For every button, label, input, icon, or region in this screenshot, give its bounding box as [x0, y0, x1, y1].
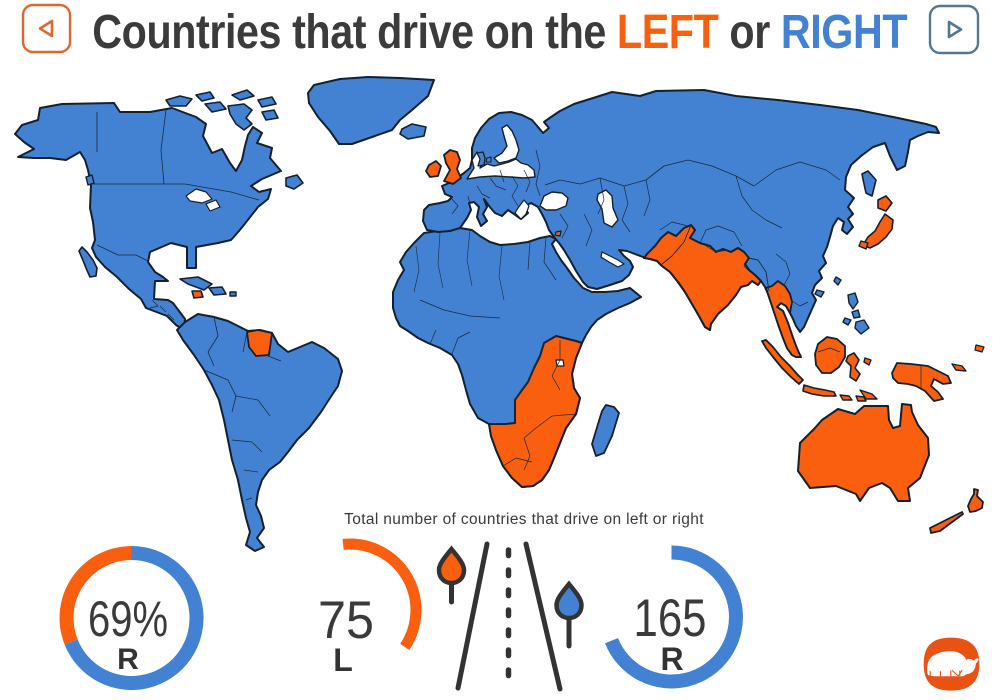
svg-text:R: R — [117, 643, 139, 676]
svg-text:L: L — [333, 642, 353, 678]
svg-text:75: 75 — [318, 591, 374, 650]
svg-text:165: 165 — [634, 589, 707, 648]
svg-text:69%: 69% — [88, 591, 168, 647]
svg-text:Total number of countries that: Total number of countries that drive on … — [344, 511, 704, 528]
svg-text:R: R — [660, 641, 683, 677]
